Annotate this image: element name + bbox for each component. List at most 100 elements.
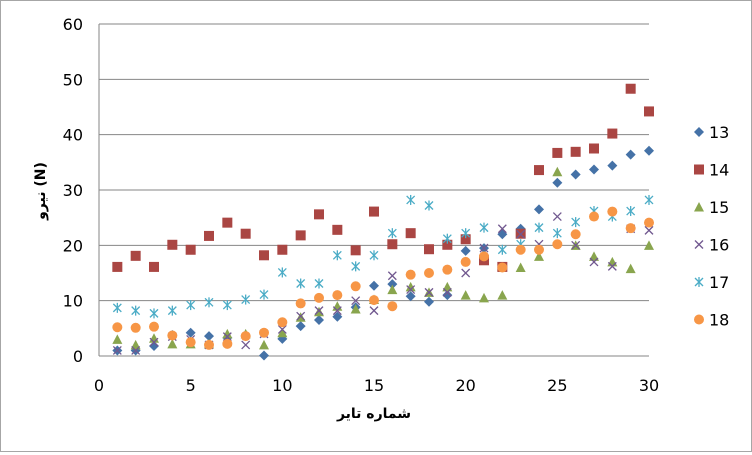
data-point — [625, 263, 636, 274]
data-point — [515, 262, 526, 272]
data-point — [405, 291, 416, 302]
data-point — [644, 106, 654, 117]
y-tick-label: 50 — [63, 70, 83, 89]
data-point — [607, 206, 618, 217]
data-point — [406, 285, 416, 295]
data-point — [222, 300, 232, 311]
data-point — [130, 339, 141, 350]
data-point — [607, 128, 618, 139]
y-tick-label: 10 — [63, 292, 83, 311]
data-point — [277, 317, 288, 328]
data-point — [497, 290, 508, 300]
marker-stroke — [332, 306, 342, 316]
data-point — [570, 146, 581, 157]
data-point — [644, 145, 654, 156]
series-15 — [112, 166, 654, 350]
data-point — [534, 244, 544, 255]
data-point — [112, 346, 122, 355]
data-point — [534, 204, 544, 215]
legend-item-17: 17 — [694, 273, 729, 292]
marker-stroke — [424, 287, 434, 297]
data-point — [314, 278, 324, 289]
data-point — [405, 269, 416, 280]
data-point — [295, 321, 306, 332]
data-point — [644, 225, 654, 235]
marker-stroke — [351, 296, 361, 306]
x-tick-label: 30 — [639, 376, 659, 395]
data-point — [589, 257, 599, 267]
data-point — [351, 296, 361, 306]
data-point — [112, 302, 122, 313]
x-axis-label: شماره تایر — [336, 406, 411, 422]
data-point — [112, 261, 123, 272]
marker-stroke — [369, 306, 379, 316]
data-point — [204, 339, 214, 350]
data-point — [552, 212, 562, 222]
data-point — [277, 327, 288, 338]
data-point — [296, 311, 306, 321]
data-point — [240, 331, 251, 342]
data-point — [185, 244, 196, 255]
data-point — [552, 177, 563, 188]
data-point — [369, 206, 379, 217]
y-tick-label: 0 — [73, 347, 83, 366]
data-point — [460, 234, 471, 245]
data-point — [277, 267, 287, 278]
data-point — [259, 289, 269, 300]
data-point — [167, 305, 177, 316]
marker-stroke — [277, 324, 287, 334]
marker-stroke — [296, 311, 306, 321]
x-tick-label: 25 — [547, 376, 567, 395]
data-point — [442, 281, 453, 292]
data-point — [589, 143, 599, 154]
data-point — [332, 250, 342, 261]
data-point — [314, 306, 324, 316]
data-point — [461, 268, 471, 278]
data-point — [424, 244, 434, 255]
data-point — [185, 327, 196, 338]
data-point — [626, 206, 636, 217]
series-18 — [112, 206, 654, 350]
data-point — [387, 239, 398, 250]
data-point — [186, 300, 196, 311]
data-point — [497, 244, 507, 255]
legend-marker — [694, 202, 704, 212]
data-point — [259, 327, 269, 338]
data-point — [442, 264, 453, 275]
y-tick-label: 30 — [63, 181, 83, 200]
data-point — [607, 256, 618, 267]
data-point — [130, 250, 141, 261]
data-point — [479, 243, 489, 253]
data-point — [460, 290, 471, 300]
data-point — [351, 261, 361, 272]
legend-marker — [694, 164, 704, 175]
data-point — [460, 245, 471, 256]
data-point — [241, 340, 251, 350]
x-tick-label: 0 — [94, 376, 104, 395]
marker-stroke — [607, 261, 617, 271]
data-point — [259, 339, 269, 350]
data-point — [424, 296, 434, 307]
legend-item-14: 14 — [694, 161, 729, 180]
x-tick-label: 10 — [272, 376, 292, 395]
data-point — [332, 306, 342, 316]
data-point — [552, 147, 563, 158]
data-point — [204, 331, 214, 342]
data-point — [387, 284, 398, 295]
data-point — [130, 322, 141, 333]
data-point — [607, 160, 618, 171]
data-point — [149, 341, 159, 352]
data-point — [516, 229, 526, 239]
legend-item-16: 16 — [694, 236, 729, 255]
data-point — [405, 281, 416, 292]
data-point — [607, 261, 617, 271]
marker-stroke — [131, 346, 141, 355]
y-tick-label: 40 — [63, 126, 83, 145]
data-point — [295, 230, 306, 241]
marker-stroke — [589, 257, 599, 267]
data-point — [571, 240, 581, 250]
axes — [98, 24, 649, 357]
marker-stroke — [571, 240, 581, 250]
data-point — [424, 268, 434, 278]
